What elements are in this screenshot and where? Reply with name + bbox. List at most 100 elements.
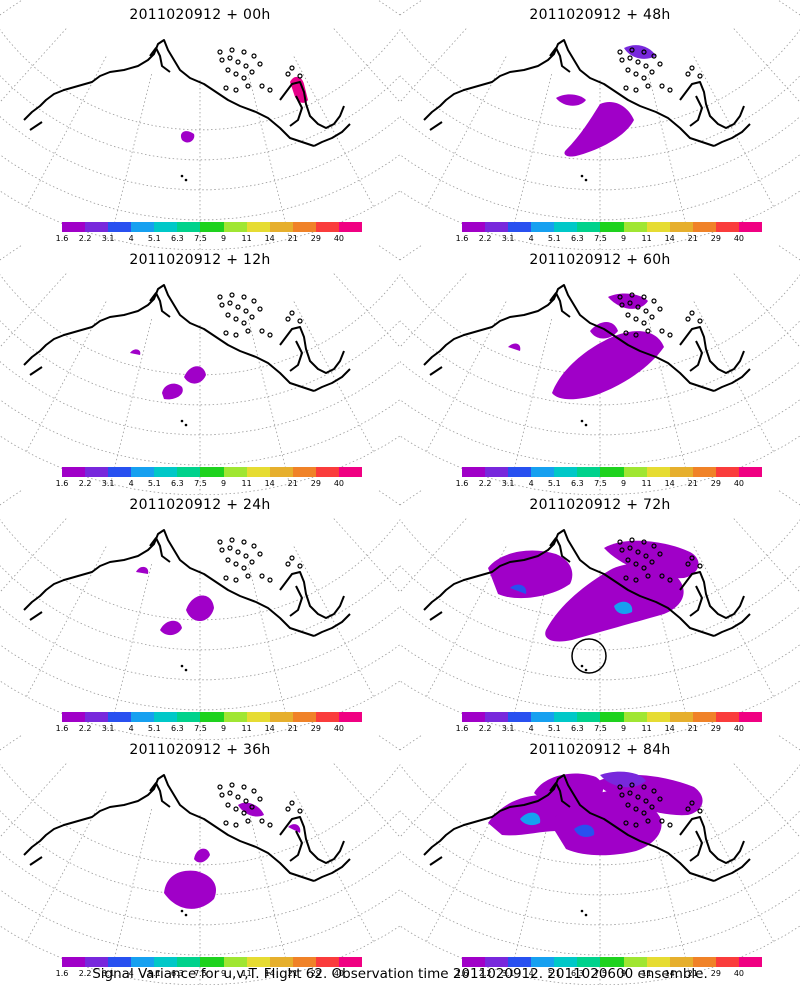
variance-contour xyxy=(614,601,633,614)
meridian-gridline xyxy=(109,564,152,732)
colorbar-label: 7.5 xyxy=(594,234,607,243)
island-outline xyxy=(241,49,247,55)
meridian-gridline xyxy=(777,735,800,751)
map-projection xyxy=(400,735,800,985)
colorbar-swatch xyxy=(315,467,339,477)
panel-title: 2011020912 + 84h xyxy=(529,742,671,758)
colorbar-label: 2.2 xyxy=(478,234,492,243)
colorbar-label: 1.6 xyxy=(55,234,69,243)
panel-title: 2011020912 + 00h xyxy=(129,7,271,23)
colorbar-label: 14 xyxy=(664,479,675,488)
island-outline xyxy=(629,537,635,543)
colorbar-label: 3.1 xyxy=(501,724,515,733)
meridian-gridline xyxy=(293,56,375,209)
colorbar-label: 7.5 xyxy=(594,724,607,733)
colorbar-label: 1.6 xyxy=(55,969,69,978)
island-outline xyxy=(241,784,247,790)
colorbar-label: 21 xyxy=(287,724,298,733)
latitude-gridline xyxy=(0,399,400,466)
island-outline xyxy=(243,553,249,559)
island-outline xyxy=(667,87,673,93)
island-outline xyxy=(241,294,247,300)
colorbar-swatch xyxy=(292,957,316,967)
latitude-gridline xyxy=(0,361,400,436)
meridian-gridline xyxy=(109,319,152,487)
coastline xyxy=(679,326,745,374)
island-outline xyxy=(627,300,633,306)
colorbar-label: 21 xyxy=(687,724,698,733)
island-outline xyxy=(233,577,239,583)
colorbar-label: 11 xyxy=(641,234,652,243)
meridian-gridline xyxy=(693,791,775,944)
colorbar-swatch xyxy=(577,467,601,477)
colorbar xyxy=(462,957,763,967)
island-outline xyxy=(633,822,639,828)
island-outline xyxy=(217,294,223,300)
island-outline xyxy=(267,332,273,338)
colorbar-swatch xyxy=(485,222,509,232)
panel-title: 2011020912 + 48h xyxy=(529,7,671,23)
colorbar-label: 4 xyxy=(128,234,134,243)
island-outline xyxy=(697,73,703,79)
meridian-gridline xyxy=(648,74,691,242)
colorbar-label: 11 xyxy=(241,969,252,978)
meridian-gridline xyxy=(248,809,291,977)
meridian-gridline xyxy=(377,245,400,261)
meridian-gridline xyxy=(248,564,291,732)
colorbar-label: 2.2 xyxy=(78,479,92,488)
colorbar-label: 1.6 xyxy=(455,234,469,243)
meridian-gridline xyxy=(0,0,23,16)
variance-contour xyxy=(556,94,586,106)
island-outline xyxy=(643,553,649,559)
island-outline xyxy=(635,59,641,65)
colorbar-swatch xyxy=(715,712,739,722)
meridian-gridline xyxy=(733,518,800,593)
colorbar xyxy=(62,467,363,477)
colorbar-swatch xyxy=(292,712,316,722)
colorbar-label: 5.1 xyxy=(147,724,161,733)
island-outline xyxy=(641,539,647,545)
coastline xyxy=(313,123,351,147)
island-outline xyxy=(623,330,629,336)
island-outline xyxy=(685,561,691,567)
colorbar-label: 6.3 xyxy=(171,724,184,733)
colorbar-swatch xyxy=(462,957,486,967)
island-outline xyxy=(285,806,291,812)
meridian-gridline xyxy=(400,490,423,506)
meridian-gridline xyxy=(693,56,775,209)
island-outline xyxy=(289,310,295,316)
island-outline xyxy=(625,557,631,563)
colorbar-swatch xyxy=(154,222,178,232)
map-projection xyxy=(0,0,400,250)
island-outline xyxy=(685,316,691,322)
island-outline xyxy=(685,71,691,77)
variance-contour xyxy=(288,824,301,833)
island-outline xyxy=(289,65,295,71)
island-outline xyxy=(641,75,647,81)
colorbar-swatch xyxy=(223,957,247,967)
colorbar-label: 29 xyxy=(310,969,321,978)
island-outline xyxy=(223,820,229,826)
island-outline xyxy=(689,65,695,71)
island-outline xyxy=(259,573,265,579)
colorbar-swatch xyxy=(269,957,293,967)
variance-contour xyxy=(550,790,662,856)
latitude-gridline xyxy=(0,320,400,406)
variance-contour xyxy=(238,802,264,817)
colorbar-label: 7.5 xyxy=(194,724,207,733)
island-outline xyxy=(617,294,623,300)
colorbar xyxy=(62,712,363,722)
coastline xyxy=(689,830,703,862)
colorbar-label: 7.5 xyxy=(194,969,207,978)
colorbar-swatch xyxy=(577,712,601,722)
latitude-gridline xyxy=(0,644,400,711)
observation-circle xyxy=(571,638,607,674)
panel-title: 2011020912 + 24h xyxy=(129,497,271,513)
coastline xyxy=(289,95,303,127)
coastline xyxy=(149,292,171,318)
colorbar-label: 9 xyxy=(620,234,627,243)
latitude-gridline xyxy=(0,565,400,651)
island-outline xyxy=(267,87,273,93)
colorbar-swatch xyxy=(715,222,739,232)
island-outline xyxy=(625,312,631,318)
